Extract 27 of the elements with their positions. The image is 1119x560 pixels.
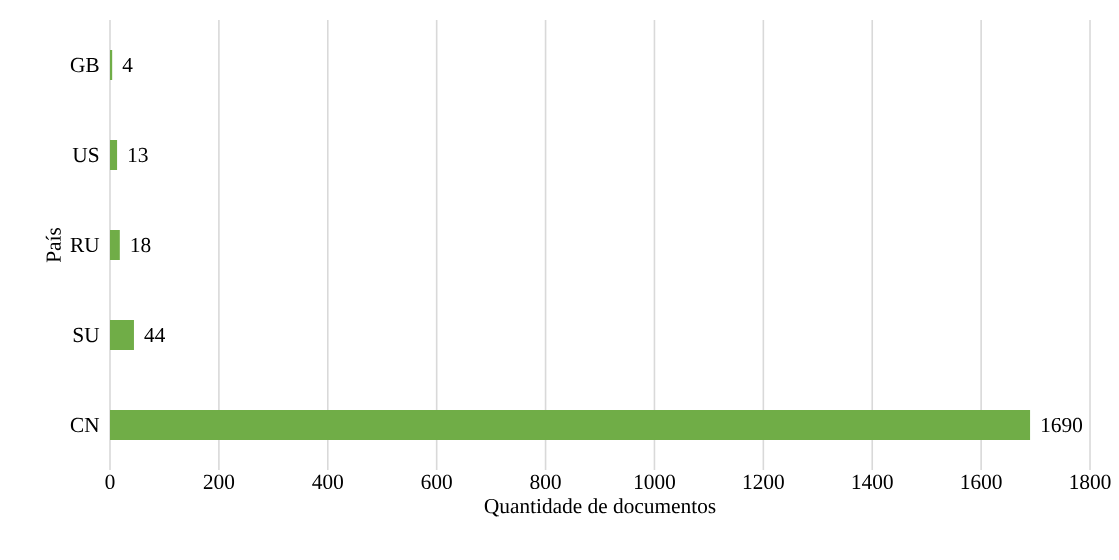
bar bbox=[110, 50, 113, 81]
x-axis-title: Quantidade de documentos bbox=[484, 498, 716, 517]
bar bbox=[110, 320, 134, 351]
x-tick-label: 1800 bbox=[1070, 474, 1111, 490]
x-tick-label: 1400 bbox=[852, 474, 893, 490]
x-tick-label: 600 bbox=[421, 474, 452, 490]
x-tick-label: 0 bbox=[105, 474, 115, 490]
x-tick-label: 1000 bbox=[635, 474, 675, 490]
y-tick-label: CN bbox=[70, 417, 100, 433]
data-label: 44 bbox=[144, 327, 165, 343]
y-tick-label: US bbox=[72, 147, 99, 163]
data-label: 4 bbox=[122, 58, 133, 73]
x-tick-label: 400 bbox=[312, 474, 343, 490]
y-tick-label: GB bbox=[70, 57, 99, 73]
bar bbox=[110, 140, 118, 171]
data-label: 18 bbox=[131, 237, 151, 253]
data-label: 1690 bbox=[1042, 417, 1083, 433]
x-tick-label: 800 bbox=[530, 474, 561, 490]
y-axis-title: País bbox=[45, 228, 61, 263]
bar bbox=[110, 230, 120, 261]
x-tick-label: 1200 bbox=[743, 474, 784, 490]
data-label: 13 bbox=[129, 147, 148, 163]
x-tick-label: 1600 bbox=[961, 474, 1002, 490]
y-tick-label: SU bbox=[73, 327, 100, 343]
y-tick-label: RU bbox=[70, 237, 100, 253]
bar bbox=[110, 410, 1031, 440]
x-tick-label: 200 bbox=[203, 474, 235, 490]
